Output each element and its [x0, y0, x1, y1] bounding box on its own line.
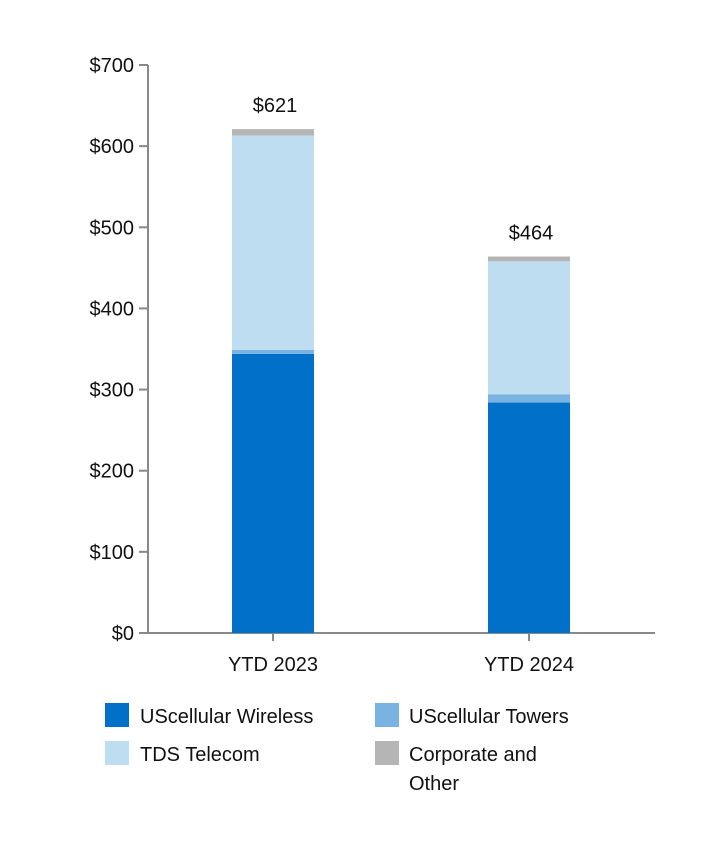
y-tick-label: $300: [90, 380, 135, 402]
bar-segment-corporate-and-other: [488, 256, 570, 262]
total-labels: $621 $464: [253, 95, 554, 244]
bar-segment-tds-telecom: [232, 135, 314, 350]
x-axis: YTD 2023 YTD 2024: [148, 632, 655, 676]
bars: [232, 129, 570, 633]
legend: UScellular Wireless UScellular Towers TDS …: [105, 703, 569, 795]
bar-segment-uscellular-towers: [488, 394, 570, 403]
bar-segment-uscellular-wireless: [488, 402, 570, 633]
legend-label: UScellular Towers: [409, 706, 569, 728]
legend-swatch: [105, 741, 129, 765]
legend-label: TDS Telecom: [140, 744, 260, 766]
y-tick-label: $600: [90, 136, 135, 158]
x-category-label: YTD 2023: [228, 654, 318, 676]
legend-swatch: [105, 703, 129, 727]
legend-label: Other: [409, 773, 459, 795]
y-tick-label: $100: [90, 542, 135, 564]
legend-label: Corporate and: [409, 744, 537, 766]
bar-total-label: $621: [253, 95, 298, 117]
y-tick-label: $500: [90, 217, 135, 239]
y-tick-label: $700: [90, 55, 135, 77]
y-tick-label: $400: [90, 298, 135, 320]
legend-swatch: [375, 741, 399, 765]
bar-segment-uscellular-wireless: [232, 353, 314, 633]
y-tick-label: $0: [112, 623, 134, 645]
bar-segment-uscellular-towers: [232, 349, 314, 354]
bar-segment-tds-telecom: [488, 261, 570, 395]
legend-label: UScellular Wireless: [140, 706, 313, 728]
y-tick-label: $200: [90, 461, 135, 483]
bar-total-label: $464: [509, 222, 554, 244]
y-axis: $0 $100 $200 $300 $400 $500 $600 $700: [90, 55, 149, 645]
legend-swatch: [375, 703, 399, 727]
x-category-label: YTD 2024: [484, 654, 574, 676]
bar-segment-corporate-and-other: [232, 129, 314, 136]
